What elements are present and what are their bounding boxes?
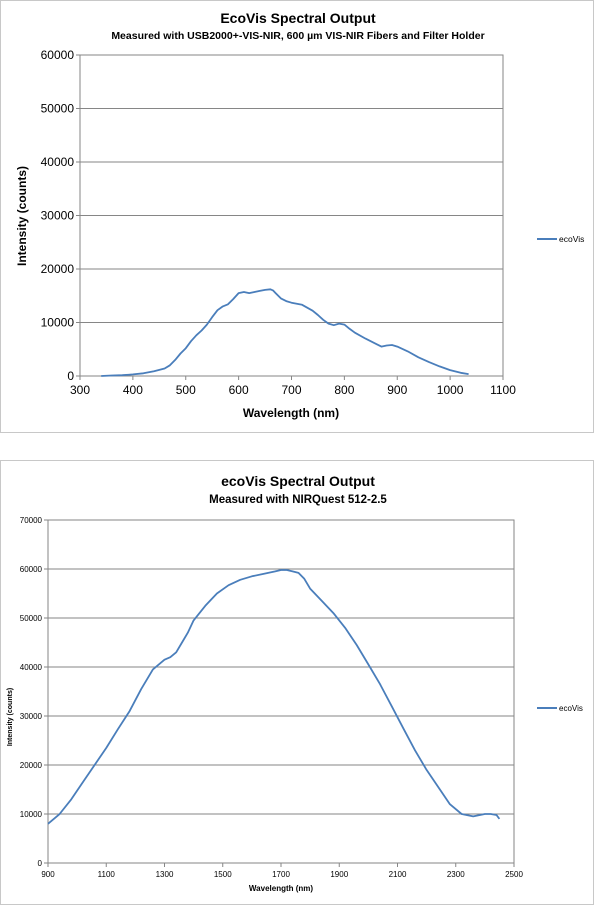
- chart-1-xlabel: Wavelength (nm): [243, 406, 339, 420]
- chart-2-xtick-label: 900: [41, 870, 55, 879]
- chart-1-xtick-label: 700: [281, 383, 301, 397]
- chart-1-xtick-label: 600: [229, 383, 249, 397]
- chart-1-xtick-label: 1000: [437, 383, 464, 397]
- chart-1-xtick-label: 800: [334, 383, 354, 397]
- chart-1-title: EcoVis Spectral Output: [220, 10, 376, 26]
- chart-1-ytick-label: 20000: [41, 262, 75, 276]
- chart-1-legend: ecoVis: [537, 234, 584, 244]
- chart-1-xtick-label: 1100: [490, 383, 516, 397]
- chart-2-xtick-label: 2100: [389, 870, 407, 879]
- chart-panel-2: ecoVis Spectral Output Measured with NIR…: [0, 460, 594, 905]
- chart-2-ylabel: Intensity (counts): [7, 688, 14, 746]
- chart-1-ytick-label: 30000: [41, 209, 75, 223]
- chart-1-xtick-label: 900: [387, 383, 407, 397]
- chart-2-subtitle: Measured with NIRQuest 512-2.5: [209, 494, 387, 506]
- chart-1-ytick-label: 50000: [41, 102, 75, 116]
- chart-1-ytick-label: 10000: [41, 316, 75, 330]
- chart-2-legend-label: ecoVis: [559, 704, 583, 713]
- chart-2-title: ecoVis Spectral Output: [221, 473, 375, 489]
- chart-2-ytick-label: 60000: [20, 565, 43, 574]
- chart-1-xtick-label: 300: [70, 383, 90, 397]
- chart-1-ytick-label: 60000: [41, 48, 75, 62]
- chart-1-xtick-label: 400: [123, 383, 143, 397]
- chart-2-ytick-label: 0: [38, 859, 43, 868]
- chart-2-xtick-label: 2500: [505, 870, 523, 879]
- chart-panel-1: EcoVis Spectral Output Measured with USB…: [0, 0, 594, 433]
- chart-2-xtick-label: 1700: [272, 870, 290, 879]
- chart-1-xtick-label: 500: [176, 383, 196, 397]
- chart-2-ytick-label: 70000: [20, 516, 43, 525]
- chart-1-ytick-label: 40000: [41, 155, 75, 169]
- chart-1-ylabel: Intensity (counts): [15, 166, 29, 266]
- chart-2-ytick-label: 30000: [20, 712, 43, 721]
- chart-2-ytick-label: 50000: [20, 614, 43, 623]
- chart-2-legend: ecoVis: [537, 704, 583, 713]
- chart-2-xtick-label: 2300: [447, 870, 465, 879]
- chart-1-svg: EcoVis Spectral Output Measured with USB…: [15, 10, 584, 420]
- chart-2-xlabel: Wavelength (nm): [249, 884, 313, 893]
- chart-2-xtick-label: 1100: [98, 870, 116, 879]
- chart-1-ytick-label: 0: [67, 369, 74, 383]
- chart-2-xtick-label: 1900: [330, 870, 348, 879]
- chart-1-series-line: [101, 288, 469, 377]
- chart-2-xtick-label: 1500: [214, 870, 232, 879]
- chart-2-ytick-label: 20000: [20, 761, 43, 770]
- chart-2-svg: ecoVis Spectral Output Measured with NIR…: [7, 473, 583, 893]
- chart-2-ytick-label: 10000: [20, 810, 43, 819]
- chart-2-series-line: [47, 569, 501, 825]
- chart-2-xtick-label: 1300: [156, 870, 174, 879]
- chart-1-subtitle: Measured with USB2000+-VIS-NIR, 600 µm V…: [111, 30, 484, 42]
- chart-2-ytick-label: 40000: [20, 663, 43, 672]
- chart-1-legend-label: ecoVis: [559, 234, 584, 244]
- chart-2-plot-area: [47, 519, 515, 864]
